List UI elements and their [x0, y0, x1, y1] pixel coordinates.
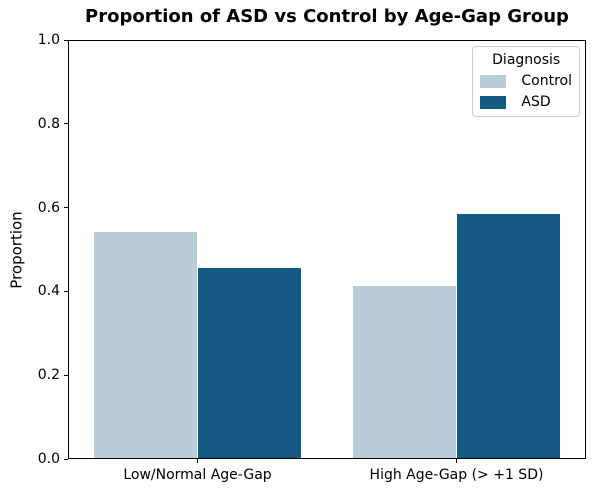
plot-area: Diagnosis Control ASD — [68, 40, 586, 459]
bar-asd-0 — [197, 267, 302, 459]
legend: Diagnosis Control ASD — [472, 46, 580, 117]
legend-label-asd: ASD — [521, 94, 551, 110]
legend-rows: Control ASD — [480, 73, 572, 110]
legend-swatch-asd — [480, 95, 507, 109]
y-tick-label: 0.4 — [37, 283, 60, 300]
y-tick — [64, 123, 68, 125]
y-tick — [64, 374, 68, 376]
x-tick — [456, 459, 457, 463]
y-tick — [64, 458, 68, 460]
y-tick-label: 0.8 — [37, 115, 60, 132]
y-tick-label: 0.0 — [37, 451, 60, 467]
y-axis-label: Proportion — [8, 210, 26, 289]
y-tick — [64, 290, 68, 292]
chart-title: Proportion of ASD vs Control by Age-Gap … — [85, 6, 569, 27]
legend-title: Diagnosis — [492, 52, 561, 68]
legend-row-asd: ASD — [480, 94, 572, 110]
y-axis-label-wrap: Proportion — [2, 40, 32, 459]
legend-swatch-control — [480, 74, 507, 88]
x-tick — [197, 459, 198, 463]
legend-label-control: Control — [521, 73, 572, 89]
x-tick-label-0: Low/Normal Age-Gap — [123, 467, 272, 483]
bar-control-1 — [352, 285, 457, 459]
legend-row-control: Control — [480, 73, 572, 89]
bar-control-0 — [93, 231, 198, 459]
y-tick — [64, 39, 68, 41]
bar-asd-1 — [456, 213, 561, 459]
y-tick — [64, 207, 68, 209]
y-tick-label: 0.2 — [37, 367, 60, 384]
y-tick-label: 0.6 — [37, 199, 60, 216]
y-tick-label: 1.0 — [37, 32, 60, 48]
x-tick-label-1: High Age-Gap (> +1 SD) — [369, 467, 544, 483]
